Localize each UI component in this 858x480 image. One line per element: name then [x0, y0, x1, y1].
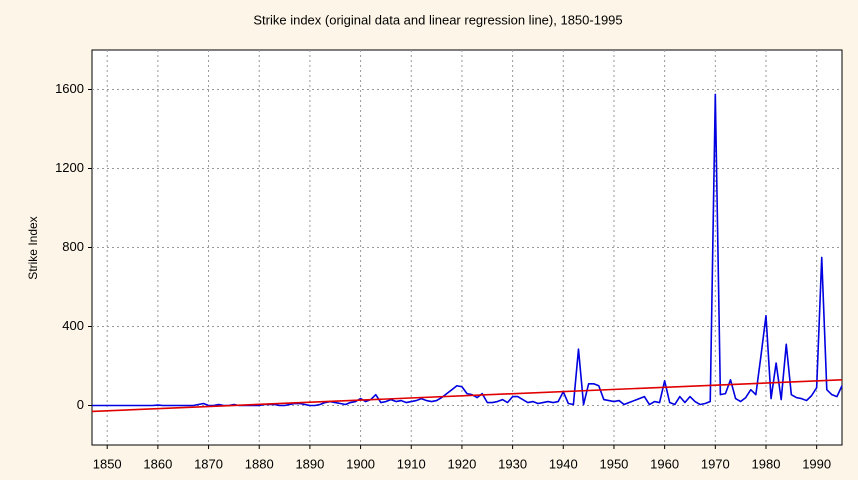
x-tick-label: 1920	[447, 456, 476, 471]
series-line	[92, 93, 843, 407]
x-tick-label: 1960	[650, 456, 679, 471]
x-tick-label: 1880	[245, 456, 274, 471]
x-tick-label: 1850	[93, 456, 122, 471]
y-tick-label: 800	[62, 239, 84, 254]
x-tick-label: 1990	[802, 456, 831, 471]
x-tick-label: 1980	[752, 456, 781, 471]
x-tick-label: 1890	[295, 456, 324, 471]
x-tick-label: 1950	[599, 456, 628, 471]
chart-title: Strike index (original data and linear r…	[253, 12, 622, 27]
x-tick-label: 1930	[498, 456, 527, 471]
y-axis-label: Strike Index	[26, 216, 40, 279]
y-tick-label: 1600	[55, 81, 84, 96]
x-tick-label: 1910	[397, 456, 426, 471]
y-tick-label: 400	[62, 318, 84, 333]
x-tick-label: 1860	[143, 456, 172, 471]
x-tick-label: 1870	[194, 456, 223, 471]
x-tick-label: 1970	[701, 456, 730, 471]
x-tick-label: 1900	[346, 456, 375, 471]
y-tick-label: 0	[77, 397, 84, 412]
y-tick-label: 1200	[55, 160, 84, 175]
series-line	[91, 379, 843, 413]
x-tick-label: 1940	[549, 456, 578, 471]
